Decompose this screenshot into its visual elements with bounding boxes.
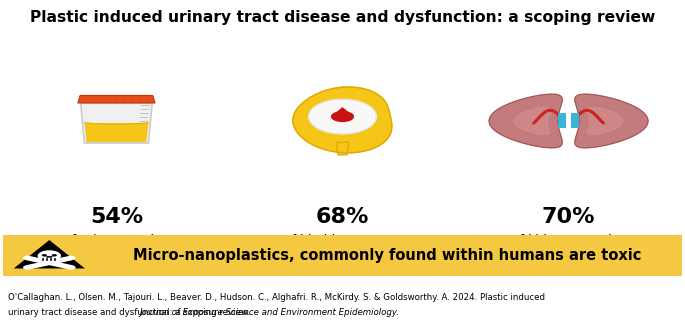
Polygon shape: [331, 107, 354, 117]
Polygon shape: [309, 99, 376, 134]
Polygon shape: [558, 113, 566, 129]
Text: O'Callaghan. L., Olsen. M., Tajouri. L., Beaver. D., Hudson. C., Alghafri. R., M: O'Callaghan. L., Olsen. M., Tajouri. L.,…: [8, 293, 545, 302]
Circle shape: [67, 256, 75, 260]
Polygon shape: [514, 108, 549, 134]
Circle shape: [42, 254, 47, 257]
FancyBboxPatch shape: [3, 235, 682, 276]
Circle shape: [51, 254, 57, 257]
Polygon shape: [14, 240, 85, 268]
FancyBboxPatch shape: [40, 258, 59, 261]
Text: of urine samples: of urine samples: [64, 234, 169, 247]
Circle shape: [23, 266, 32, 269]
Polygon shape: [571, 113, 579, 129]
Text: 68%: 68%: [316, 207, 369, 228]
Circle shape: [23, 256, 32, 260]
Circle shape: [38, 250, 61, 262]
Text: Journal of Exposure Science and Environment Epidemiology.: Journal of Exposure Science and Environm…: [140, 308, 399, 318]
Text: Plastic induced urinary tract disease and dysfunction: a scoping review: Plastic induced urinary tract disease an…: [30, 10, 655, 25]
Polygon shape: [336, 142, 349, 155]
Polygon shape: [588, 108, 623, 134]
Circle shape: [49, 256, 53, 258]
Text: Micro-nanoplastics, commonly found within humans are toxic: Micro-nanoplastics, commonly found withi…: [133, 249, 641, 263]
Circle shape: [331, 111, 354, 122]
Circle shape: [67, 266, 75, 269]
Text: 70%: 70%: [542, 207, 595, 228]
Polygon shape: [489, 94, 562, 148]
Text: of bladder cancers: of bladder cancers: [284, 234, 401, 247]
Text: urinary tract disease and dysfunction: a scoping review.: urinary tract disease and dysfunction: a…: [8, 308, 253, 318]
Circle shape: [46, 256, 50, 258]
Polygon shape: [575, 94, 648, 148]
Polygon shape: [81, 103, 152, 143]
Polygon shape: [85, 123, 148, 142]
Text: of kidney samples: of kidney samples: [512, 234, 625, 247]
Polygon shape: [78, 95, 155, 103]
Polygon shape: [293, 87, 392, 153]
Text: 54%: 54%: [90, 207, 143, 228]
